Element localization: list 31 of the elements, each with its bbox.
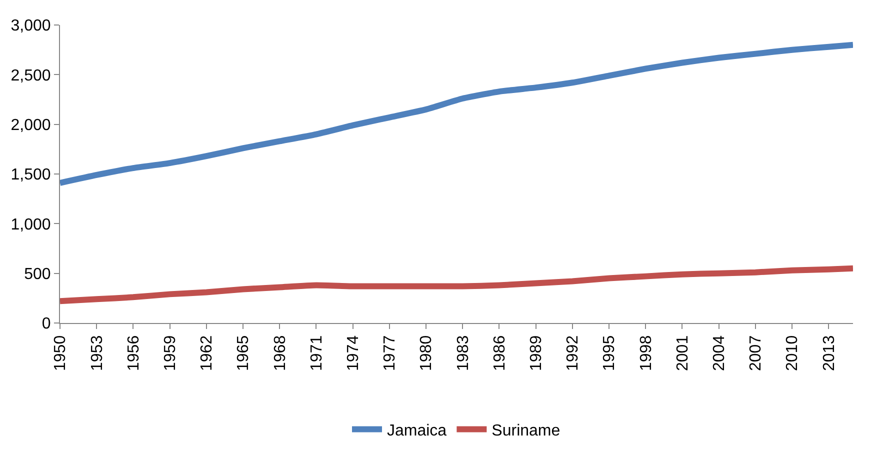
x-tick-label: 1959: [162, 335, 179, 371]
x-tick-label: 1983: [454, 335, 472, 371]
x-tick-label: 1992: [564, 335, 582, 371]
y-tick-label: 2,500: [10, 67, 51, 84]
x-tick-label: 1989: [528, 335, 545, 371]
x-tick-label: 1986: [491, 335, 508, 371]
y-tick-label: 0: [42, 316, 51, 333]
y-tick-label: 2,000: [10, 116, 51, 134]
x-tick-label: 1971: [308, 335, 326, 371]
x-tick-label: 2013: [820, 335, 838, 371]
legend-label: Jamaica: [387, 422, 447, 440]
x-tick-label: 2001: [674, 335, 692, 371]
x-tick-label: 2007: [748, 335, 765, 371]
x-tick-label: 1980: [418, 335, 436, 371]
x-tick-label: 1998: [638, 335, 655, 371]
x-tick-label: 1977: [382, 335, 399, 371]
y-tick-label: 500: [24, 266, 51, 283]
x-tick-label: 1968: [272, 335, 289, 371]
y-tick-label: 1,500: [10, 166, 51, 184]
y-tick-label: 1,000: [10, 216, 51, 234]
legend-label: Suriname: [492, 422, 560, 440]
x-tick-label: 1974: [345, 335, 362, 371]
x-tick-label: 1965: [235, 335, 252, 371]
x-tick-label: 2004: [711, 335, 728, 371]
x-tick-label: 1953: [88, 335, 106, 371]
x-tick-label: 1950: [52, 335, 70, 371]
y-tick-label: 3,000: [10, 18, 51, 35]
x-tick-label: 2010: [784, 335, 802, 371]
x-tick-label: 1956: [125, 335, 142, 371]
x-tick-label: 1995: [601, 335, 618, 371]
x-tick-label: 1962: [198, 335, 216, 371]
